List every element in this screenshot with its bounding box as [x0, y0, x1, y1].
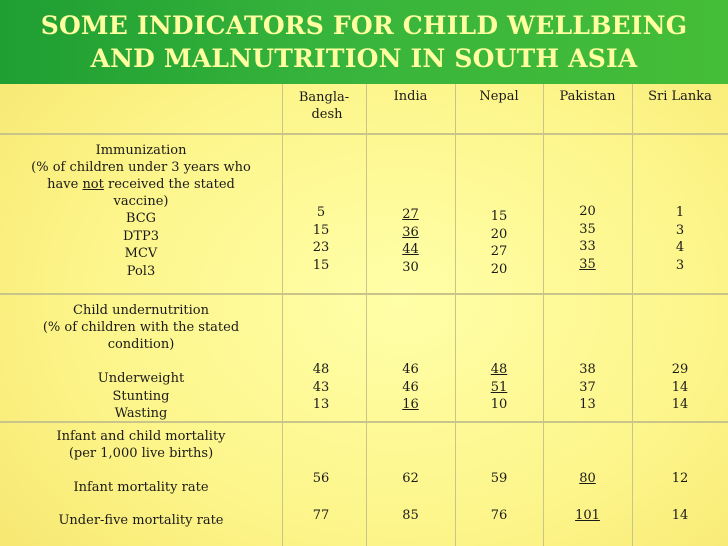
cell: 48 — [312, 362, 330, 377]
cell: 1 — [675, 205, 685, 220]
infant-srilanka: 12 — [671, 471, 689, 486]
undernutrition-nepal: 48 51 10 — [455, 361, 543, 414]
immunization-title: Immunization — [95, 143, 187, 158]
col-divider — [632, 84, 633, 546]
label-dtp3: DTP3 — [122, 228, 160, 244]
under5-pakistan: 101 — [575, 508, 600, 523]
cell: 15 — [490, 209, 508, 224]
infant-pakistan: 80 — [579, 471, 596, 486]
label-underweight: Underweight — [97, 371, 185, 386]
cell: 38 — [579, 362, 596, 377]
cell: 16 — [402, 397, 419, 412]
cell: 36 — [402, 224, 419, 240]
cell: 14 — [671, 397, 689, 412]
cell: 14 — [671, 379, 689, 395]
cell: 33 — [579, 239, 596, 254]
cell: 44 — [402, 242, 419, 257]
immunization-srilanka: 1 3 4 3 — [632, 204, 728, 274]
cell: 30 — [402, 259, 419, 275]
cell: 10 — [490, 397, 508, 412]
header-bangladesh-line2: desh — [311, 107, 343, 122]
infant-bangladesh: 56 — [312, 471, 330, 486]
under5-bangladesh: 77 — [312, 508, 330, 523]
undernutrition-labels: Underweight Stunting Wasting — [0, 370, 282, 423]
cell: 3 — [675, 222, 685, 238]
header-bangladesh-line1: Bangla- — [298, 90, 350, 105]
undernutrition-bangladesh: 48 43 13 — [282, 361, 360, 414]
cell: 43 — [312, 379, 330, 395]
infant-india: 62 — [402, 471, 419, 486]
label-bcg: BCG — [125, 211, 157, 226]
immunization-india: 27 36 44 30 — [366, 206, 455, 276]
cell: 3 — [675, 257, 685, 273]
row-divider — [0, 133, 728, 135]
cell: 4 — [675, 240, 685, 255]
immunization-desc-3: vaccine) — [113, 194, 169, 209]
immunization-bangladesh: 5 15 23 15 — [282, 204, 360, 274]
under5-srilanka: 14 — [671, 508, 689, 523]
cell: 48 — [490, 362, 508, 377]
header-india: India — [393, 89, 428, 104]
label-under5-mortality: Under-five mortality rate — [58, 513, 224, 528]
undernutrition-desc-2: condition) — [107, 337, 175, 352]
mortality-desc: (per 1,000 live births) — [68, 446, 214, 461]
cell: 35 — [579, 256, 596, 272]
cell: 35 — [579, 221, 596, 237]
header-nepal: Nepal — [479, 89, 519, 104]
cell: 20 — [490, 226, 508, 242]
cell: 20 — [579, 204, 596, 219]
label-infant-mortality: Infant mortality rate — [73, 480, 209, 495]
under5-india: 85 — [402, 508, 419, 523]
undernutrition-title: Child undernutrition — [73, 303, 209, 318]
undernutrition-srilanka: 29 14 14 — [632, 361, 728, 414]
under5-nepal: 76 — [490, 508, 508, 523]
mortality-title: Infant and child mortality — [56, 429, 226, 444]
cell: 27 — [402, 207, 419, 222]
cell: 46 — [402, 362, 419, 377]
cell: 15 — [312, 222, 330, 238]
immunization-desc-2-not: not — [82, 177, 104, 192]
cell: 15 — [312, 257, 330, 273]
label-wasting: Wasting — [114, 406, 168, 421]
immunization-desc-2-post: received the stated — [103, 177, 235, 192]
cell: 29 — [671, 362, 689, 377]
immunization-pakistan: 20 35 33 35 — [543, 203, 632, 273]
cell: 51 — [490, 379, 508, 395]
immunization-labels: BCG DTP3 MCV Pol3 — [0, 210, 282, 280]
undernutrition-pakistan: 38 37 13 — [543, 361, 632, 414]
col-divider — [282, 84, 283, 546]
cell: 5 — [316, 205, 326, 220]
col-divider — [455, 84, 456, 546]
col-divider — [543, 84, 544, 546]
slide-title: SOME INDICATORS FOR CHILD WELLBEING AND … — [0, 0, 728, 84]
immunization-desc-2-pre: have — [47, 177, 83, 192]
cell: 37 — [579, 379, 596, 395]
cell: 46 — [402, 379, 419, 395]
title-line-2: AND MALNUTRITION IN SOUTH ASIA — [90, 44, 638, 73]
title-line-1: SOME INDICATORS FOR CHILD WELLBEING — [40, 11, 688, 40]
undernutrition-desc-1: (% of children with the stated — [42, 320, 240, 335]
immunization-desc-1: (% of children under 3 years who — [31, 160, 251, 175]
infant-nepal: 59 — [490, 471, 508, 486]
cell: 20 — [490, 261, 508, 277]
indicators-table: Bangla- desh India Nepal Pakistan Sri La… — [0, 84, 728, 546]
cell: 13 — [312, 397, 330, 412]
label-mcv: MCV — [124, 246, 158, 261]
cell: 13 — [579, 397, 596, 412]
row-divider — [0, 421, 728, 423]
header-pakistan: Pakistan — [559, 89, 616, 104]
undernutrition-india: 46 46 16 — [366, 361, 455, 414]
immunization-nepal: 15 20 27 20 — [455, 208, 543, 278]
row-divider — [0, 293, 728, 295]
header-bangladesh: Bangla- desh — [282, 89, 366, 123]
label-stunting: Stunting — [112, 388, 170, 404]
label-pol3: Pol3 — [126, 263, 156, 279]
header-srilanka: Sri Lanka — [648, 89, 712, 104]
immunization-desc-2: have not received the stated — [0, 177, 282, 193]
cell: 27 — [490, 244, 508, 259]
cell: 23 — [312, 240, 330, 255]
col-divider — [366, 84, 367, 546]
